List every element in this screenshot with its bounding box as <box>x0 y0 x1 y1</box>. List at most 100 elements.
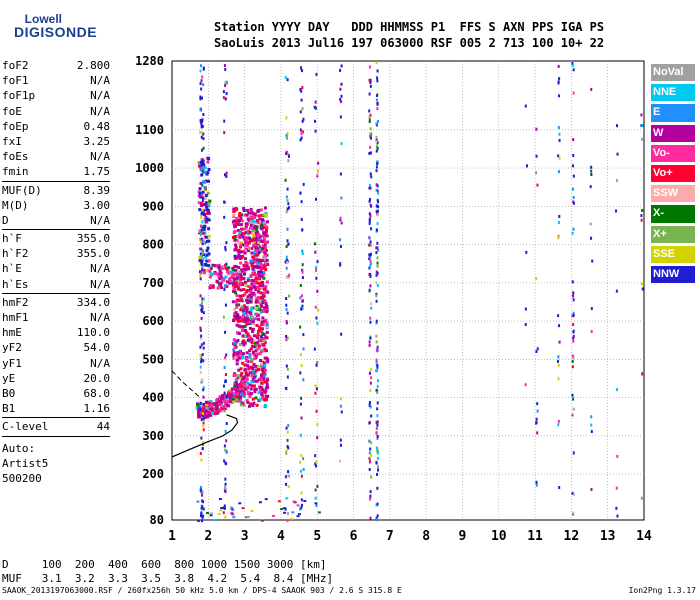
echo-point <box>261 244 265 248</box>
echo-point <box>260 519 264 522</box>
echo-point <box>259 375 263 379</box>
y-tick-label: 400 <box>142 391 164 405</box>
echo-point <box>376 369 379 373</box>
echo-point <box>376 246 379 250</box>
echo-point <box>243 368 247 372</box>
echo-point <box>375 461 378 465</box>
echo-point <box>201 263 205 267</box>
echo-point <box>572 313 575 317</box>
echo-point <box>261 367 265 371</box>
echo-point <box>199 407 202 411</box>
x-tick-label: 4 <box>277 529 285 544</box>
echo-point <box>369 186 372 190</box>
echo-point <box>253 258 257 262</box>
echo-point <box>285 364 288 368</box>
echo-point <box>254 387 258 391</box>
echo-point <box>250 231 254 235</box>
echo-point <box>571 393 574 397</box>
echo-point <box>222 399 226 403</box>
echo-point <box>264 285 268 289</box>
echo-point <box>239 288 243 292</box>
echo-point <box>572 339 575 343</box>
echo-point <box>369 145 372 149</box>
param-name: yF2 <box>2 341 22 355</box>
echo-point <box>219 409 223 413</box>
param-row-hmF1: hmF1 N/A <box>2 310 110 325</box>
echo-point <box>261 309 265 313</box>
echo-point <box>369 320 372 324</box>
echo-point <box>535 171 538 175</box>
echo-point <box>248 383 252 387</box>
echo-point <box>314 454 317 458</box>
echo-point <box>202 132 205 136</box>
echo-point <box>557 221 560 225</box>
echo-point <box>314 384 317 388</box>
echo-point <box>257 364 261 368</box>
echo-point <box>219 397 223 401</box>
echo-point <box>301 107 304 111</box>
echo-point <box>287 485 290 489</box>
echo-point <box>252 237 256 241</box>
echo-point <box>376 472 379 476</box>
echo-point <box>204 235 208 239</box>
echo-point <box>228 397 232 401</box>
echo-point <box>237 392 241 396</box>
echo-point <box>199 303 202 307</box>
echo-point <box>558 77 561 81</box>
echo-point <box>369 273 372 277</box>
echo-point <box>251 317 255 321</box>
echo-point <box>615 124 618 128</box>
echo-point <box>255 249 259 253</box>
echo-point <box>300 498 303 502</box>
echo-point <box>247 211 251 215</box>
echo-point <box>301 276 304 280</box>
echo-point <box>257 391 261 395</box>
echo-point <box>313 347 316 351</box>
echo-point <box>300 491 303 495</box>
echo-point <box>210 407 214 411</box>
echo-point <box>245 383 249 387</box>
echo-point <box>286 207 289 211</box>
echo-point <box>369 264 372 268</box>
param-name: B0 <box>2 386 16 400</box>
echo-point <box>197 414 201 418</box>
echo-point <box>237 248 241 252</box>
echo-point <box>590 165 593 169</box>
echo-point <box>239 250 243 254</box>
echo-point <box>200 316 203 320</box>
echo-point <box>237 303 241 307</box>
echo-point <box>256 285 260 289</box>
echo-point <box>200 301 203 305</box>
echo-point <box>368 401 371 405</box>
echo-point <box>224 84 227 88</box>
echo-point <box>201 120 204 124</box>
echo-point <box>615 179 618 183</box>
echo-point <box>244 306 248 310</box>
legend-vo: Vo- <box>651 144 695 162</box>
echo-point <box>242 249 246 253</box>
y-tick-label: 700 <box>142 276 164 290</box>
echo-point <box>285 426 288 430</box>
echo-point <box>376 384 379 388</box>
echo-point <box>201 490 204 494</box>
echo-point <box>220 506 224 509</box>
echo-point <box>314 119 317 123</box>
param-value: 1.16 <box>83 402 111 416</box>
echo-point <box>240 352 244 356</box>
echo-point <box>246 277 250 281</box>
echo-point <box>299 138 302 142</box>
echo-point <box>284 75 287 79</box>
echo-point <box>200 224 203 228</box>
echo-point <box>375 140 378 144</box>
echo-point <box>241 389 245 393</box>
echo-point <box>261 388 265 392</box>
echo-point <box>206 156 210 160</box>
echo-point <box>266 263 270 267</box>
echo-point <box>247 299 251 303</box>
echo-point <box>641 124 644 128</box>
echo-point <box>249 287 253 291</box>
echo-point <box>206 246 210 250</box>
echo-point <box>340 142 343 146</box>
echo-point <box>223 215 226 219</box>
echo-point <box>376 436 379 440</box>
